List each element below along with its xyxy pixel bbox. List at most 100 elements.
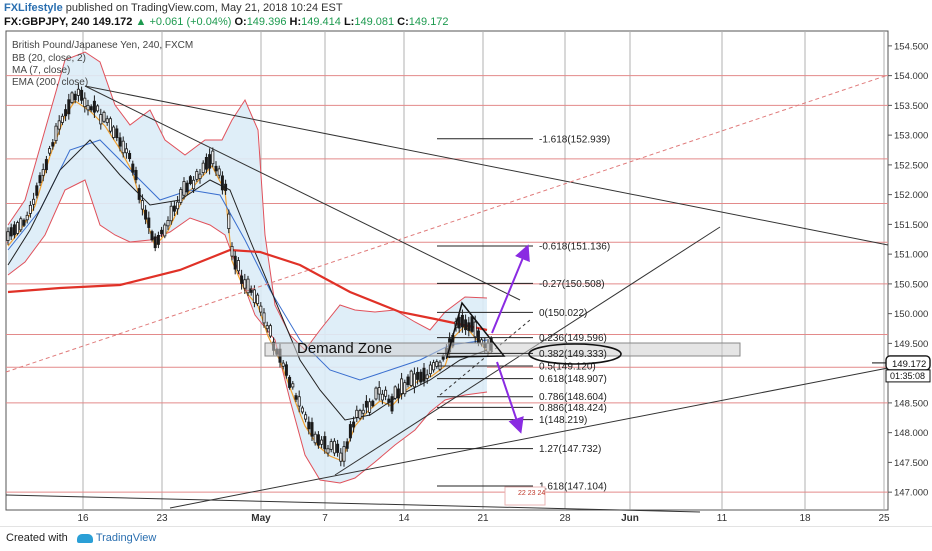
ema-legend: EMA (200, close)	[12, 77, 89, 88]
candle-body	[419, 371, 423, 383]
open-label: O:	[234, 16, 247, 28]
published-text: published on TradingView.com, May 21, 20…	[65, 2, 343, 14]
candle-body	[281, 362, 285, 367]
candle-body	[396, 388, 400, 399]
price-change: +0.061 (+0.04%)	[149, 16, 232, 28]
y-tick-label: 151.500	[894, 220, 928, 231]
candle-body	[249, 288, 253, 293]
candle-body	[115, 128, 119, 139]
candle-body	[38, 175, 42, 184]
symbol-label: FX:GBPJPY, 240	[4, 16, 90, 28]
candle-body	[12, 224, 16, 236]
open-value: 149.396	[246, 16, 287, 28]
candle-body	[172, 205, 176, 212]
current-price-label: 149.172	[892, 359, 926, 370]
candle-body	[284, 364, 288, 376]
candle-body	[188, 176, 192, 184]
candle-body	[153, 236, 157, 249]
demand-zone-label: Demand Zone	[297, 340, 392, 357]
candle-body	[470, 316, 474, 332]
candle-body	[112, 126, 116, 138]
candle-body	[473, 321, 477, 338]
candle-body	[412, 373, 416, 388]
candle-body	[364, 400, 368, 408]
candle-body	[89, 106, 93, 111]
candle-body	[323, 436, 327, 450]
y-tick-label: 152.000	[894, 190, 928, 201]
tradingview-link[interactable]: TradingView	[95, 532, 157, 544]
quote-line: FX:GBPJPY, 240 149.172 ▲ +0.061 (+0.04%)…	[4, 16, 449, 28]
fibonacci-level-label: 0.5(149.120)	[539, 362, 596, 373]
candle-body	[60, 115, 64, 123]
candle-body	[35, 185, 39, 196]
candle-body	[19, 218, 23, 231]
fibonacci-level-label: 1.27(147.732)	[539, 444, 601, 455]
candle-body	[320, 439, 324, 445]
chart-title: British Pound/Japanese Yen, 240, FXCM	[12, 40, 194, 51]
candle-body	[86, 104, 90, 111]
candle-countdown-label: 01:35:08	[890, 371, 925, 381]
descending-trendline	[84, 85, 889, 246]
candle-body	[352, 421, 356, 428]
up-triangle-icon: ▲	[135, 16, 147, 28]
candle-body	[220, 175, 224, 191]
candle-body	[243, 279, 247, 289]
author-link[interactable]: FXLifestyle	[4, 2, 63, 14]
candle-body	[160, 229, 164, 235]
candle-body	[416, 371, 420, 380]
candle-body	[163, 224, 167, 237]
bottom-support-line	[5, 494, 701, 513]
triangle-pattern	[446, 301, 506, 358]
candle-body	[83, 97, 87, 108]
x-tick-label: May	[251, 513, 271, 524]
candle-body	[73, 93, 77, 101]
candle-body	[345, 441, 349, 449]
y-tick-label: 150.000	[894, 309, 928, 320]
candle-body	[326, 448, 330, 454]
y-tick-label: 154.000	[894, 71, 928, 82]
candle-body	[156, 234, 160, 245]
candle-body	[224, 183, 228, 191]
y-tick-label: 147.000	[894, 488, 928, 499]
bullish-arrow	[491, 244, 530, 334]
candle-body	[179, 189, 183, 203]
x-tick-label: 7	[322, 513, 328, 524]
candle-body	[208, 154, 212, 169]
candle-body	[291, 383, 295, 388]
bb-legend: BB (20, close, 2)	[12, 53, 86, 64]
candle-body	[99, 114, 103, 125]
high-label: H:	[289, 16, 302, 28]
price-chart[interactable]: 16 23 May 7 14 21 28 Jun 11 18 25 154.500 154.000 153…	[0, 0, 932, 526]
candle-body	[256, 294, 260, 305]
footer-bar: Created with TradingView	[0, 526, 932, 551]
publication-line: FXLifestyle published on TradingView.com…	[4, 2, 343, 14]
candle-body	[76, 88, 80, 96]
candle-body	[54, 125, 58, 142]
y-tick-label: 147.500	[894, 458, 928, 469]
candle-body	[166, 220, 170, 227]
candle-body	[403, 382, 407, 395]
candle-body	[105, 118, 109, 123]
candle-body	[102, 111, 106, 122]
y-tick-label: 148.000	[894, 428, 928, 439]
low-value: 149.081	[354, 16, 395, 28]
candle-body	[310, 422, 314, 437]
candle-body	[195, 171, 199, 180]
candle-body	[406, 376, 410, 386]
candle-body	[128, 152, 132, 160]
candle-body	[265, 325, 269, 330]
fibonacci-level-label: 1(148.219)	[539, 415, 587, 426]
candle-body	[144, 209, 148, 220]
y-tick-label: 152.500	[894, 160, 928, 171]
candle-body	[16, 222, 20, 234]
event-marker-box	[504, 486, 546, 506]
candle-body	[294, 395, 298, 400]
candle-body	[227, 213, 231, 230]
candle-body	[297, 396, 301, 407]
candle-body	[460, 314, 464, 328]
candle-body	[214, 165, 218, 172]
bollinger-basis-line	[7, 139, 488, 381]
candle-body	[262, 312, 266, 324]
x-tick-label: 14	[398, 513, 410, 524]
x-tick-label: Jun	[621, 513, 639, 524]
